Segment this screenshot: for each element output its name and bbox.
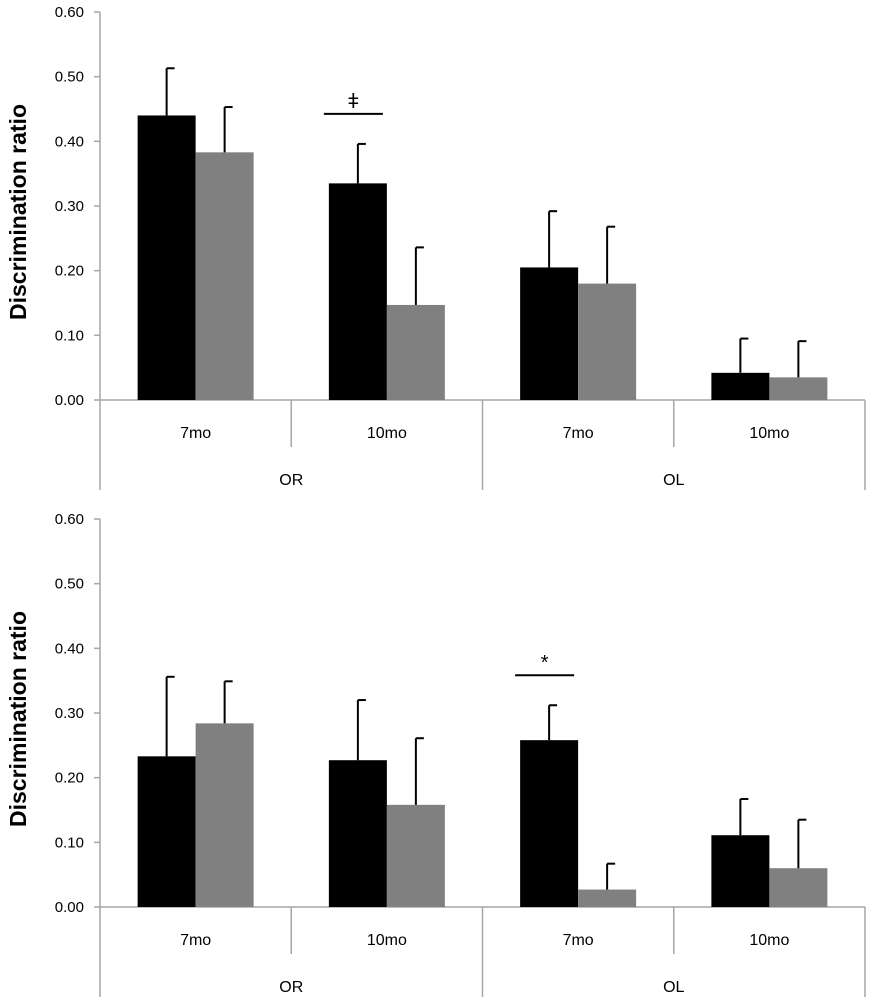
category-label: 10mo	[749, 932, 789, 949]
y-tick-label: 0.50	[55, 576, 84, 593]
bar-series-1-7mo	[137, 115, 196, 400]
bar-series-2-10mo	[386, 804, 445, 907]
bar-series-1-10mo	[711, 835, 770, 907]
y-tick-label: 0.20	[55, 770, 84, 787]
y-tick-label: 0.30	[55, 705, 84, 722]
category-label: 10mo	[749, 425, 789, 442]
bar-series-2-7mo	[578, 889, 637, 907]
category-label: 7mo	[563, 425, 594, 442]
category-label: 7mo	[563, 932, 594, 949]
category-label: 10mo	[367, 932, 407, 949]
group-label: OR	[279, 979, 303, 996]
chart-top: Discrimination ratio 0.00 0.10 0.20 0.30 0.40…	[5, 4, 866, 490]
y-tick-label: 0.10	[55, 834, 84, 851]
group-label: OR	[279, 472, 303, 489]
y-tick-label: 0.30	[55, 198, 84, 215]
category-label: 7mo	[180, 932, 211, 949]
y-tick-label: 0.00	[55, 392, 84, 409]
bar-series-1-7mo	[137, 756, 196, 907]
y-axis-label: Discrimination ratio	[5, 611, 31, 827]
bar-series-1-7mo	[520, 267, 579, 400]
bar-series-2-7mo	[578, 283, 637, 400]
significance-marker: *	[541, 652, 549, 674]
y-tick-label: 0.00	[55, 899, 84, 916]
bar-series-1-7mo	[520, 740, 579, 907]
bar-series-1-10mo	[711, 372, 770, 400]
category-label: 10mo	[367, 425, 407, 442]
bar-series-2-10mo	[386, 304, 445, 400]
group-label: OL	[663, 472, 684, 489]
y-tick-label: 0.60	[55, 4, 84, 21]
bar-series-2-10mo	[769, 868, 828, 907]
significance-marker: ǂ	[348, 91, 360, 113]
y-axis-label: Discrimination ratio	[5, 104, 31, 320]
bar-series-1-10mo	[328, 183, 387, 400]
bar-series-2-7mo	[195, 152, 254, 400]
category-label: 7mo	[180, 425, 211, 442]
y-tick-label: 0.40	[55, 133, 84, 150]
bar-series-1-10mo	[328, 760, 387, 907]
y-tick-label: 0.60	[55, 511, 84, 528]
group-label: OL	[663, 979, 684, 996]
bar-series-2-10mo	[769, 377, 828, 400]
chart-bottom: Discrimination ratio 0.00 0.10 0.20 0.30 0.40…	[5, 511, 866, 997]
y-tick-label: 0.20	[55, 263, 84, 280]
y-tick-label: 0.40	[55, 640, 84, 657]
y-tick-label: 0.50	[55, 69, 84, 86]
bar-series-2-7mo	[195, 723, 254, 907]
y-tick-label: 0.10	[55, 327, 84, 344]
